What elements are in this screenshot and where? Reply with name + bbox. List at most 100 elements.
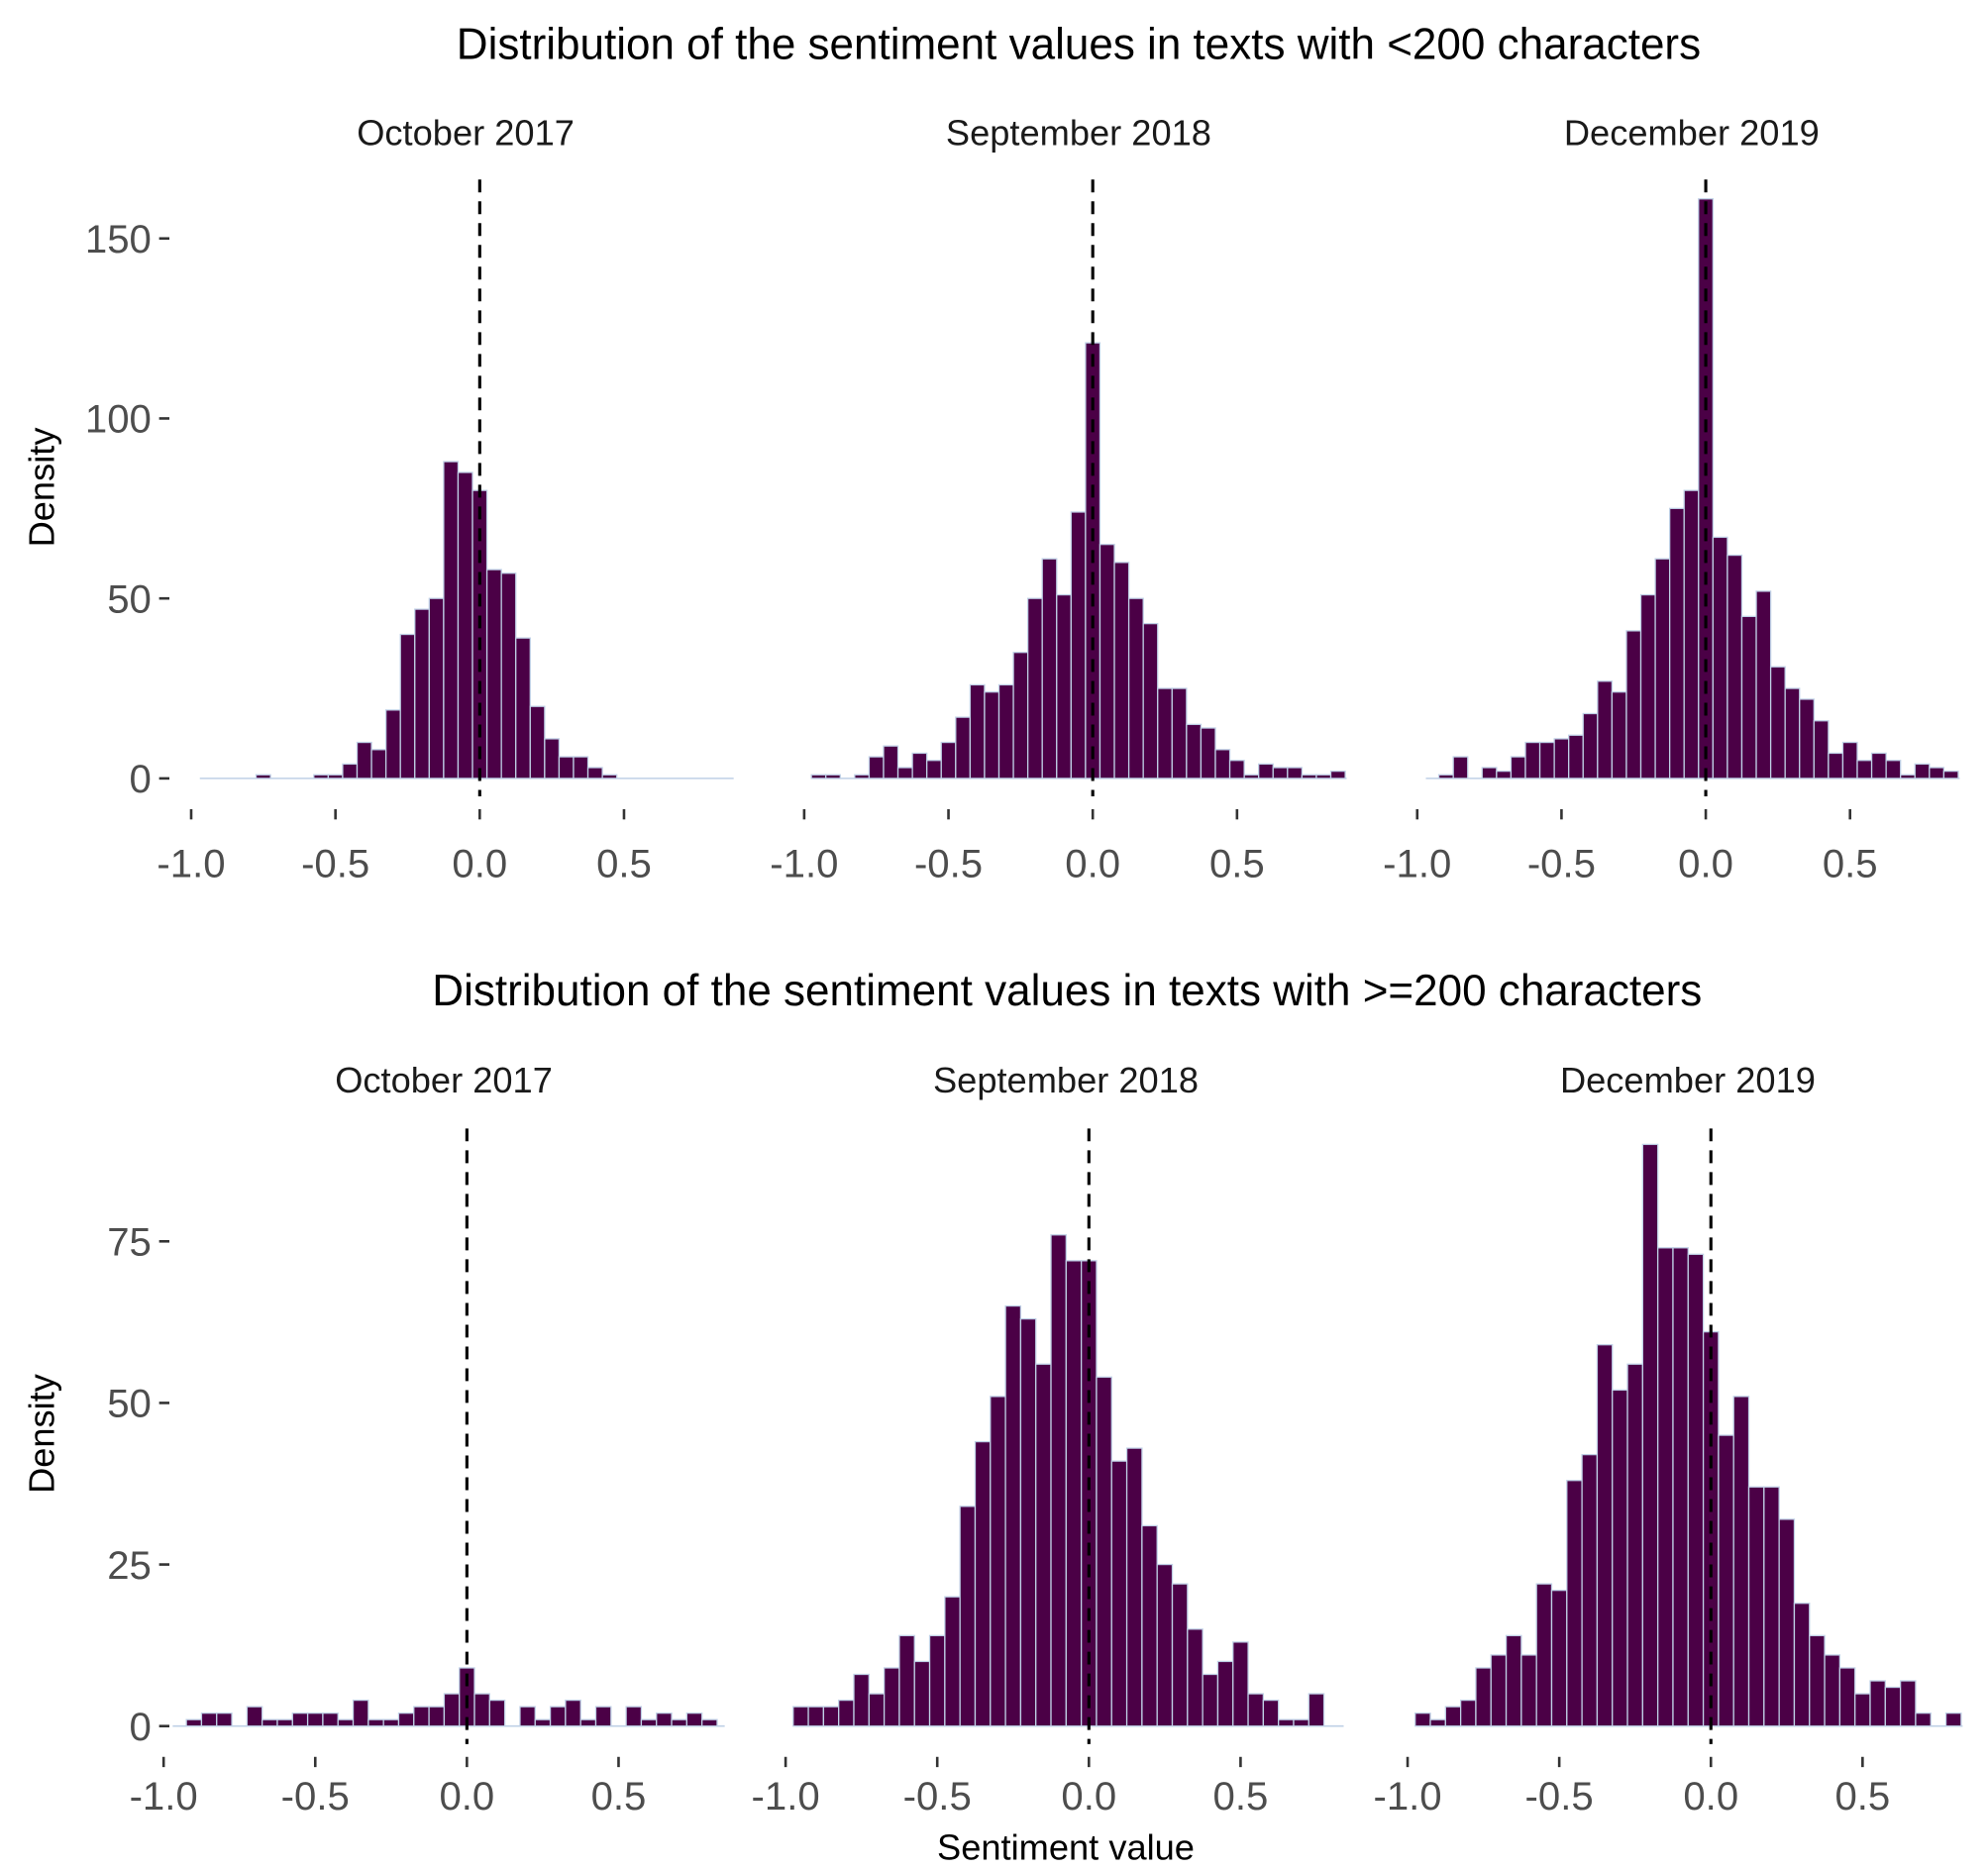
x-tick-label: -0.5	[903, 1774, 972, 1819]
histogram-bar	[807, 1706, 825, 1727]
facet-panel: October 2017 -1.0 -0.5 0.0 0.5 0 50 100 150	[85, 112, 734, 886]
histogram-bar	[473, 1693, 490, 1727]
histogram-bar	[883, 745, 899, 780]
histogram-bar	[515, 637, 531, 780]
histogram-bar	[544, 738, 561, 780]
histogram-bar	[853, 1673, 870, 1727]
histogram-bar	[1301, 774, 1317, 780]
histogram-bar	[1687, 1253, 1705, 1727]
histogram-bar	[1315, 774, 1332, 780]
x-tick-label: 0.5	[1834, 1774, 1890, 1819]
histogram-bar	[984, 691, 1000, 780]
histogram-bar	[1157, 687, 1173, 780]
x-tick-label: -0.5	[301, 842, 369, 886]
histogram-bar	[926, 760, 942, 780]
histogram-bar	[1914, 763, 1931, 780]
histogram-bar	[246, 1706, 263, 1727]
histogram-bar	[457, 471, 473, 780]
histogram-bar	[1004, 1304, 1022, 1727]
histogram-bar	[1813, 720, 1830, 780]
histogram-bar	[384, 709, 401, 780]
histogram-bar	[1581, 1453, 1599, 1727]
y-tick-label: 0	[130, 757, 152, 801]
histogram-bar	[1099, 544, 1115, 780]
histogram-bar	[822, 1706, 840, 1727]
x-tick-label: 0.5	[1823, 842, 1878, 886]
histogram-bar	[1070, 511, 1087, 780]
histogram-bar	[342, 763, 359, 780]
y-tick-label: 0	[130, 1705, 152, 1749]
histogram-bar	[1809, 1634, 1826, 1727]
x-tick-label: 0.5	[591, 1774, 647, 1819]
histogram-bar	[1429, 1718, 1446, 1727]
histogram-bar	[810, 774, 827, 780]
histogram-bar	[625, 1706, 643, 1727]
histogram-bar	[601, 774, 618, 780]
histogram-bar	[1505, 1634, 1522, 1727]
y-tick-label: 100	[85, 397, 152, 442]
histogram-bar	[1329, 770, 1346, 780]
histogram-bar	[1915, 1712, 1932, 1727]
histogram-bar	[185, 1718, 203, 1727]
histogram-bar	[382, 1718, 400, 1727]
x-tick-label: 0.0	[1061, 1774, 1116, 1819]
x-tick-label: 0.0	[439, 1774, 494, 1819]
histogram-bar	[898, 1634, 915, 1727]
histogram-bar	[1272, 767, 1289, 780]
histogram-bar	[443, 1693, 461, 1727]
x-tick-label: -1.0	[130, 1774, 198, 1819]
histogram-bar	[1799, 698, 1815, 780]
histogram-bar	[1232, 1641, 1249, 1727]
histogram-bar	[1202, 1673, 1219, 1727]
histogram-bar	[1942, 770, 1959, 780]
x-axis-label: Sentiment value	[937, 1826, 1195, 1867]
histogram-bar	[485, 569, 502, 780]
x-tick-label: -0.5	[1525, 1774, 1594, 1819]
histogram-bar	[1308, 1693, 1325, 1727]
facet-title: October 2017	[335, 1060, 553, 1100]
histogram-bar	[1641, 1143, 1659, 1727]
histogram-bar	[1669, 507, 1685, 780]
histogram-bar	[1654, 558, 1671, 780]
facet-title: September 2018	[946, 112, 1211, 153]
histogram-bar	[913, 1660, 931, 1727]
histogram-bar	[1929, 767, 1945, 780]
histogram-bar	[1568, 734, 1584, 780]
histogram-bar	[854, 774, 871, 780]
histogram-bar	[1065, 1260, 1083, 1727]
histogram-bar	[1550, 1590, 1568, 1727]
x-tick-label: -1.0	[752, 1774, 820, 1819]
x-tick-label: 0.5	[1209, 842, 1265, 886]
histogram-bar	[1216, 1660, 1234, 1727]
x-tick-label: 0.0	[1065, 842, 1120, 886]
facet-panel: September 2018 -1.0 -0.5 0.0 0.5	[770, 112, 1347, 886]
histogram-bar	[1870, 752, 1887, 780]
histogram-bar	[1755, 590, 1772, 780]
x-tick-label: 0.5	[596, 842, 652, 886]
histogram-bar	[428, 1706, 446, 1727]
histogram-bar	[565, 1699, 581, 1727]
facet-title: September 2018	[933, 1060, 1199, 1100]
histogram-bar	[1437, 774, 1454, 780]
histogram-bar	[959, 1506, 977, 1727]
histogram-bar	[558, 756, 575, 780]
x-tick-label: -1.0	[157, 842, 225, 886]
histogram-bar	[1597, 680, 1614, 780]
histogram-bar	[1444, 1706, 1462, 1727]
histogram-bar	[1524, 741, 1541, 780]
histogram-bar	[1944, 1712, 1962, 1727]
bottom-row-title: Distribution of the sentiment values in …	[432, 967, 1702, 1015]
histogram-bar	[1475, 1667, 1492, 1727]
histogram-bar	[534, 1718, 552, 1727]
histogram-bar	[1041, 558, 1058, 780]
histogram-bar	[1763, 1486, 1780, 1727]
histogram-bar	[337, 1718, 355, 1727]
histogram-bar	[1293, 1718, 1309, 1727]
histogram-bar	[1050, 1234, 1067, 1727]
histogram-bar	[640, 1718, 658, 1727]
histogram-bar	[671, 1718, 688, 1727]
histogram-bar	[1538, 741, 1555, 780]
histogram-bar	[1657, 1247, 1674, 1727]
histogram-bar	[838, 1699, 855, 1727]
histogram-bar	[255, 774, 271, 780]
